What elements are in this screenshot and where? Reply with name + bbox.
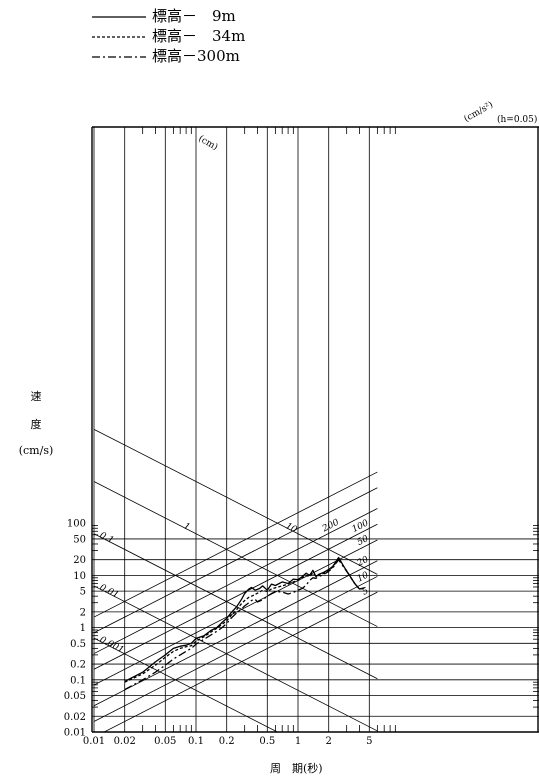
series-line <box>124 557 365 683</box>
acceleration-line <box>93 576 378 722</box>
y-tick-label: 0.01 <box>64 728 86 739</box>
y-axis-label: 速 度 (cm/s) <box>16 388 56 457</box>
displacement-line <box>93 585 378 732</box>
x-tick-label: 0.01 <box>83 736 105 747</box>
displacement-line-label: 0.01 <box>98 583 120 601</box>
y-axis-label-line: 速 <box>30 390 42 403</box>
acceleration-line <box>103 591 378 732</box>
acceleration-line <box>93 487 378 634</box>
displacement-unit-label: (cm) <box>197 133 220 153</box>
legend-label: 標高－ 9m <box>152 7 236 25</box>
legend-item: 標高－ 9m <box>92 6 352 26</box>
acceleration-line-label: 5 <box>361 586 371 598</box>
y-tick-label: 0.5 <box>70 639 86 650</box>
y-tick-label: 0.02 <box>64 712 86 723</box>
y-tick-label: 2 <box>80 607 86 618</box>
x-axis-label: 周 期(秒) <box>270 762 323 775</box>
x-tick-label: 0.2 <box>219 736 235 747</box>
y-tick-label: 20 <box>73 555 86 566</box>
legend-label: 標高－300m <box>152 47 240 65</box>
displacement-line-label: 1 <box>182 521 192 533</box>
legend-label: 標高－ 34m <box>152 27 246 45</box>
series-line <box>124 559 365 691</box>
displacement-line-label: 10 <box>284 521 299 535</box>
plot-frame <box>91 126 539 733</box>
damping-label: (h=0.05) <box>497 114 537 125</box>
legend-item: 標高－300m <box>92 46 352 66</box>
tripartite-diagonals <box>93 428 378 732</box>
tick-labels: 0.01 0.02 0.05 0.1 0.2 0.5 1 2 5 0.01 0.02 0.05 0.1 0… <box>64 519 373 747</box>
y-tick-label: 50 <box>73 534 86 545</box>
legend: 標高－ 9m 標高－ 34m 標高－300m <box>92 6 352 72</box>
y-tick-label: 1 <box>80 623 86 634</box>
acceleration-line-label: 20 <box>355 555 371 570</box>
y-tick-label: 0.2 <box>70 660 86 671</box>
y-tick-label: 0.1 <box>70 675 86 686</box>
series-line <box>124 556 365 682</box>
y-axis-label-line: 度 <box>30 418 42 431</box>
acceleration-line <box>93 508 378 654</box>
acceleration-unit-label: (cm/s²) <box>462 99 495 124</box>
y-tick-label: 10 <box>73 571 86 582</box>
x-tick-label: 1 <box>295 736 301 747</box>
x-tick-label: 0.05 <box>154 736 176 747</box>
acceleration-line <box>93 523 378 670</box>
x-tick-label: 5 <box>366 736 372 747</box>
x-tick-label: 0.5 <box>259 736 275 747</box>
y-tick-label: 100 <box>67 519 86 530</box>
acceleration-line-label: 10 <box>356 570 371 584</box>
y-tick-label: 0.05 <box>64 691 86 702</box>
acceleration-line <box>93 560 378 707</box>
acceleration-line <box>93 471 378 618</box>
series-layer <box>124 556 365 691</box>
x-tick-label: 0.02 <box>114 736 136 747</box>
displacement-line <box>93 481 378 627</box>
displacement-line <box>93 428 378 575</box>
y-axis-label-line: (cm/s) <box>18 444 54 457</box>
displacement-line-label: 0.001 <box>98 635 125 656</box>
legend-item: 標高－ 34m <box>92 26 352 46</box>
x-tick-label: 0.1 <box>188 736 204 747</box>
displacement-line <box>93 637 279 732</box>
displacement-line-label: 0.1 <box>98 531 115 546</box>
displacement-line <box>93 533 378 680</box>
y-tick-label: 5 <box>80 587 86 598</box>
acceleration-line <box>93 539 378 686</box>
x-tick-label: 2 <box>326 736 332 747</box>
grid <box>92 127 539 733</box>
acceleration-line-label: 50 <box>356 534 371 548</box>
